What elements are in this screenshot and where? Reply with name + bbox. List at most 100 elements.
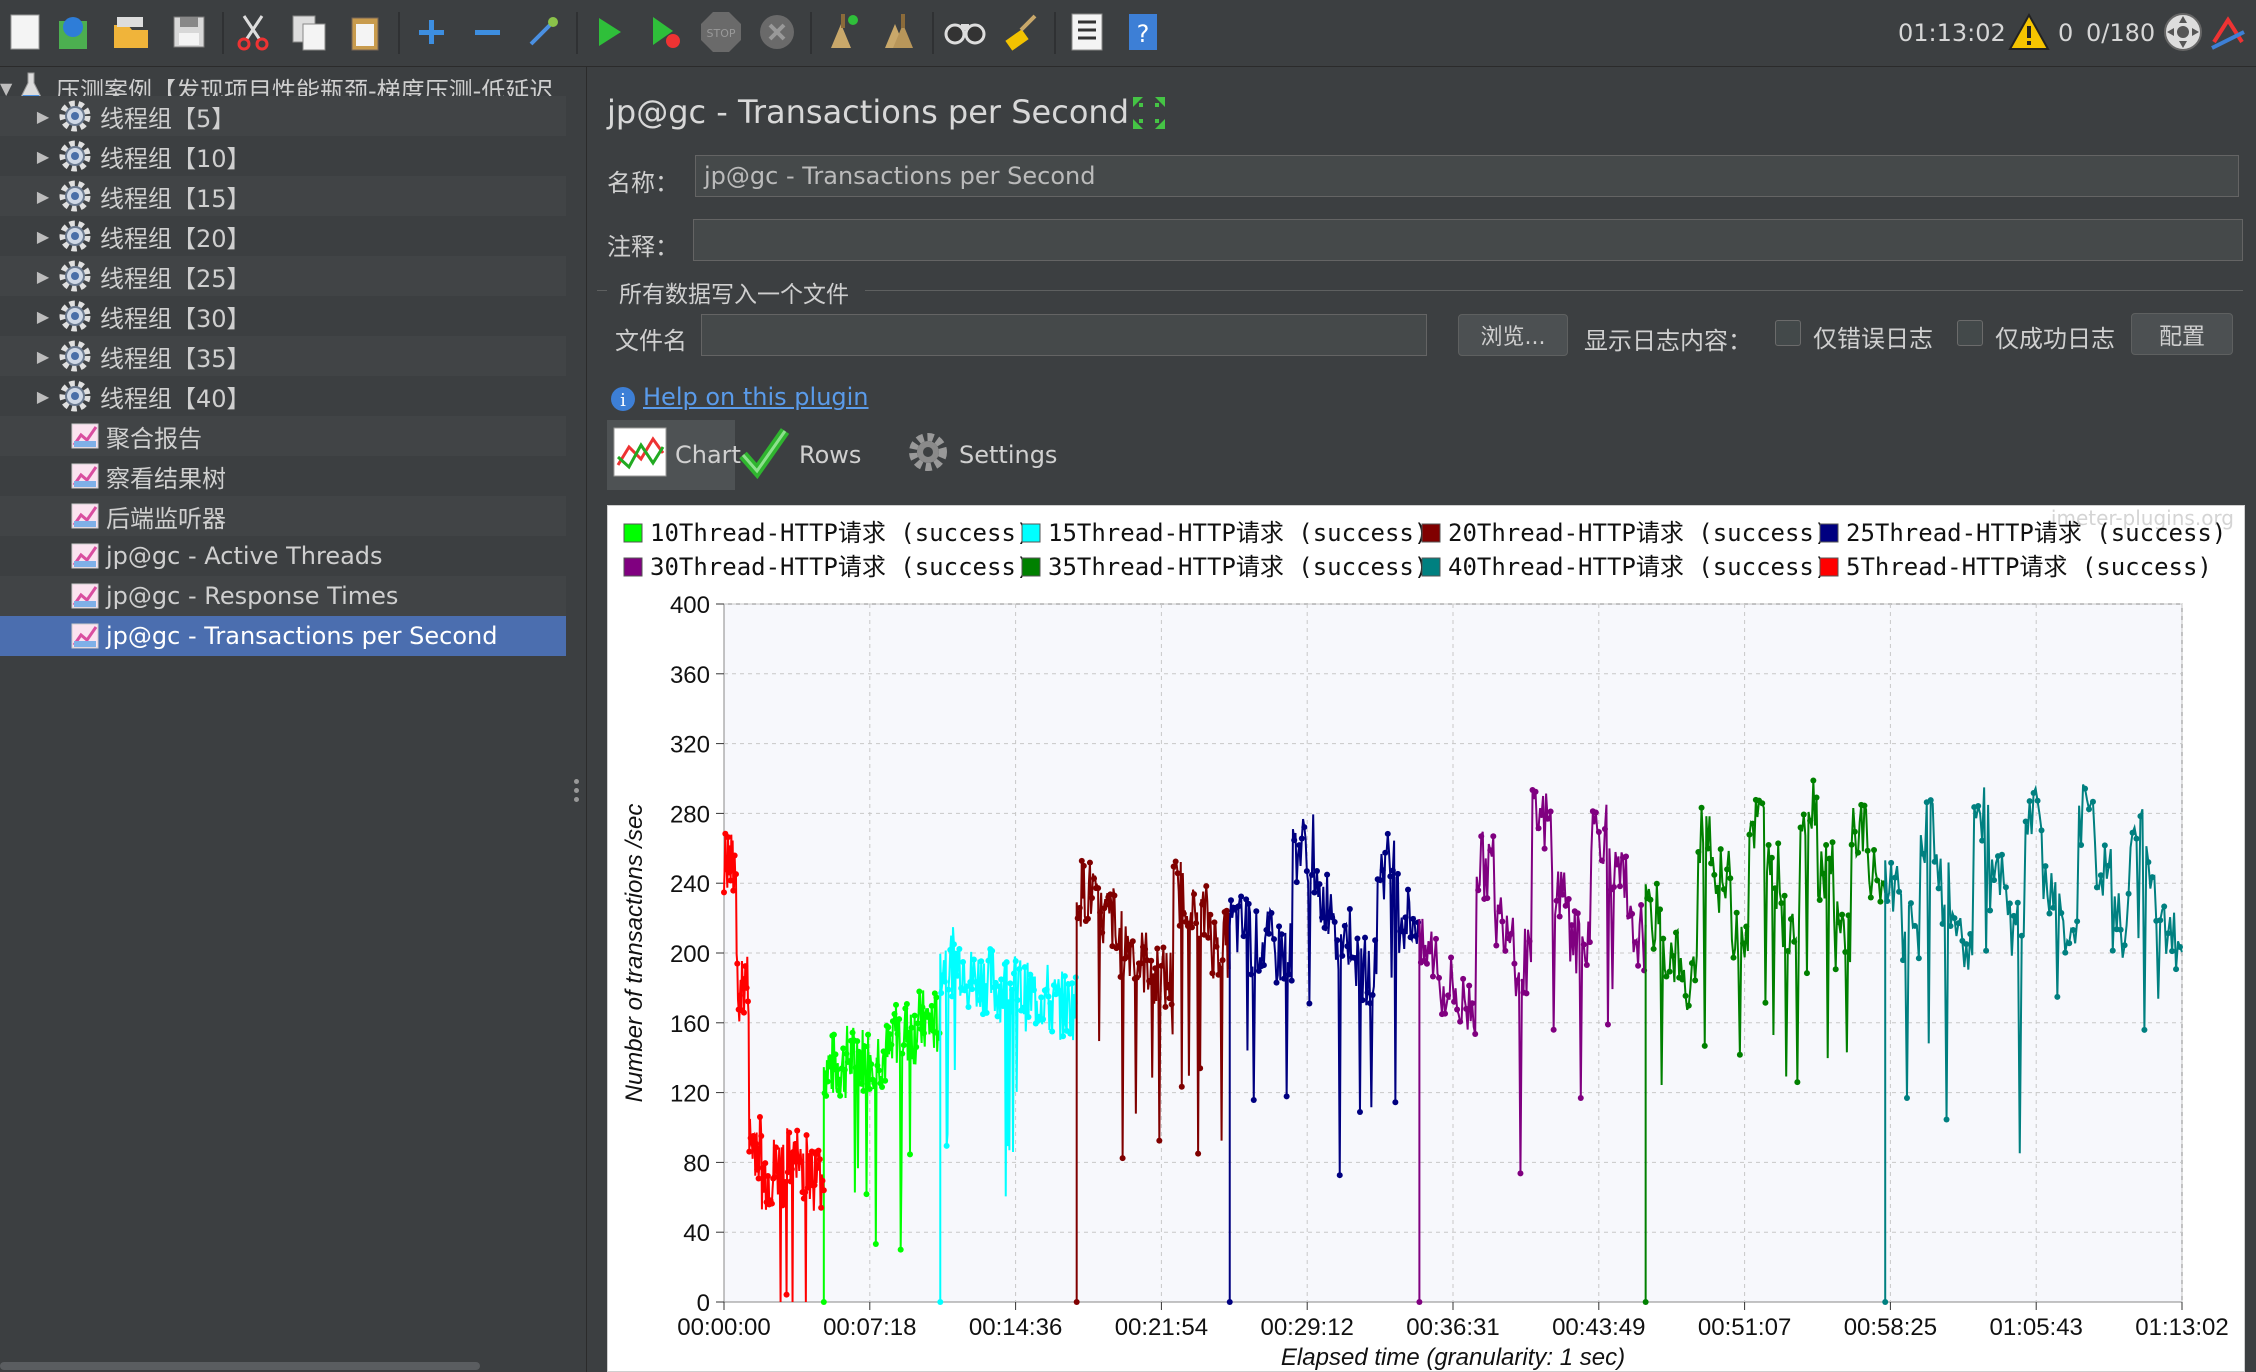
data-point: [759, 1164, 766, 1171]
data-point: [1025, 1013, 1032, 1020]
tree-item-threadgroup[interactable]: ▶ 线程组【30】: [0, 296, 566, 336]
tree-item-listener[interactable]: jp@gc - Transactions per Second: [0, 616, 566, 656]
data-point: [1286, 971, 1293, 978]
legend-entry: 5Thread-HTTP请求 (success): [1846, 553, 2212, 581]
errors-only-label: 仅错误日志: [1813, 325, 1933, 353]
chevron-right-icon[interactable]: ▶: [36, 386, 50, 406]
errors-only-checkbox[interactable]: [1775, 320, 1801, 346]
data-point: [1432, 935, 1439, 942]
data-point: [863, 1191, 870, 1198]
copy-icon[interactable]: [286, 9, 332, 55]
paste-icon[interactable]: [342, 9, 388, 55]
chevron-right-icon[interactable]: ▶: [36, 106, 50, 126]
data-point: [1273, 979, 1280, 986]
y-tick-label: 240: [670, 871, 710, 898]
series-line: [1882, 784, 2184, 1305]
data-point: [1069, 980, 1076, 987]
tree-item-threadgroup[interactable]: ▶ 线程组【15】: [0, 176, 566, 216]
chevron-down-icon[interactable]: ▼: [0, 78, 13, 98]
chevron-right-icon[interactable]: ▶: [36, 266, 50, 286]
tree-item-listener[interactable]: 聚合报告: [0, 416, 566, 456]
maximize-icon[interactable]: [1131, 95, 1167, 135]
toggle-icon[interactable]: [520, 9, 566, 55]
help-link[interactable]: Help on this plugin: [643, 383, 869, 411]
stop-icon[interactable]: STOP: [698, 9, 744, 55]
tree-scrollbar[interactable]: [0, 1362, 480, 1370]
data-point: [1281, 975, 1288, 982]
tree-item-threadgroup[interactable]: ▶ 线程组【5】: [0, 96, 566, 136]
data-point: [1991, 877, 1998, 884]
collapse-icon[interactable]: [464, 9, 510, 55]
expand-icon[interactable]: [408, 9, 454, 55]
data-point: [1445, 992, 1452, 999]
tree-item-threadgroup[interactable]: ▶ 线程组【35】: [0, 336, 566, 376]
function-helper-icon[interactable]: [1064, 9, 1110, 55]
tree-item-threadgroup[interactable]: ▶ 线程组【25】: [0, 256, 566, 296]
open-icon[interactable]: [108, 9, 154, 55]
series-line: [1416, 787, 1648, 1305]
save-icon[interactable]: [166, 9, 212, 55]
threadgroup-gear-icon: [56, 379, 94, 413]
start-no-pause-icon[interactable]: [642, 9, 688, 55]
tree-item-threadgroup[interactable]: ▶ 线程组【20】: [0, 216, 566, 256]
data-point: [939, 972, 946, 979]
configure-button[interactable]: 配置: [2131, 313, 2233, 355]
warning-icon[interactable]: [2006, 9, 2052, 55]
tab-rows[interactable]: Rows: [739, 420, 879, 490]
tree-item-listener[interactable]: 察看结果树: [0, 456, 566, 496]
shutdown-icon[interactable]: [754, 9, 800, 55]
data-point: [758, 1132, 765, 1139]
data-point: [1826, 855, 1833, 862]
data-point: [1250, 1096, 1257, 1103]
data-point: [1595, 829, 1602, 836]
chart-icon: [613, 427, 667, 483]
clear-icon[interactable]: [820, 9, 866, 55]
search-icon[interactable]: [942, 9, 988, 55]
templates-icon[interactable]: [50, 9, 96, 55]
log-viewer-icon[interactable]: [2208, 9, 2248, 55]
cut-icon[interactable]: [230, 9, 276, 55]
comment-field[interactable]: [693, 219, 2243, 261]
data-point: [2066, 940, 2073, 947]
browse-button[interactable]: 浏览...: [1458, 314, 1568, 356]
name-field[interactable]: jp@gc - Transactions per Second: [695, 155, 2239, 197]
filename-field[interactable]: [701, 314, 1427, 356]
splitter[interactable]: [568, 67, 587, 1372]
tree-item-listener[interactable]: jp@gc - Active Threads: [0, 536, 566, 576]
legend-swatch: [623, 523, 643, 543]
tree-item-threadgroup[interactable]: ▶ 线程组【10】: [0, 136, 566, 176]
data-point: [1903, 1094, 1910, 1101]
data-point: [1023, 1006, 1030, 1013]
data-point: [2121, 942, 2128, 949]
data-point: [1014, 997, 1021, 1004]
data-point: [996, 983, 1003, 990]
tree-item-threadgroup[interactable]: ▶ 线程组【40】: [0, 376, 566, 416]
chevron-right-icon[interactable]: ▶: [36, 146, 50, 166]
clear-all-icon[interactable]: [876, 9, 922, 55]
data-point: [1074, 915, 1081, 922]
help-icon[interactable]: ?: [1120, 9, 1166, 55]
data-point: [1695, 849, 1702, 856]
data-point: [1351, 955, 1358, 962]
chevron-right-icon[interactable]: ▶: [36, 226, 50, 246]
remote-icon[interactable]: [2160, 9, 2206, 55]
success-only-checkbox[interactable]: [1957, 320, 1983, 346]
data-point: [1823, 841, 1830, 848]
chevron-right-icon[interactable]: ▶: [36, 186, 50, 206]
tree-item-listener[interactable]: 后端监听器: [0, 496, 566, 536]
series-line: [1073, 857, 1232, 1305]
threadgroup-gear-icon: [56, 339, 94, 373]
data-point: [1979, 837, 1986, 844]
chevron-right-icon[interactable]: ▶: [36, 306, 50, 326]
new-icon[interactable]: [2, 9, 48, 55]
data-point: [937, 1299, 944, 1305]
chart-svg: 0 40 80 120 160 200 240 280 320 360 400 00:00:00 00:…: [621, 519, 2229, 1371]
tab-settings[interactable]: Settings: [905, 420, 1057, 490]
tab-chart[interactable]: Chart: [607, 420, 741, 490]
chevron-right-icon[interactable]: ▶: [36, 346, 50, 366]
start-icon[interactable]: [586, 9, 632, 55]
listener-chart-icon: [70, 499, 100, 533]
data-point: [1213, 943, 1220, 950]
reset-search-icon[interactable]: [998, 9, 1044, 55]
tree-item-listener[interactable]: jp@gc - Response Times: [0, 576, 566, 616]
